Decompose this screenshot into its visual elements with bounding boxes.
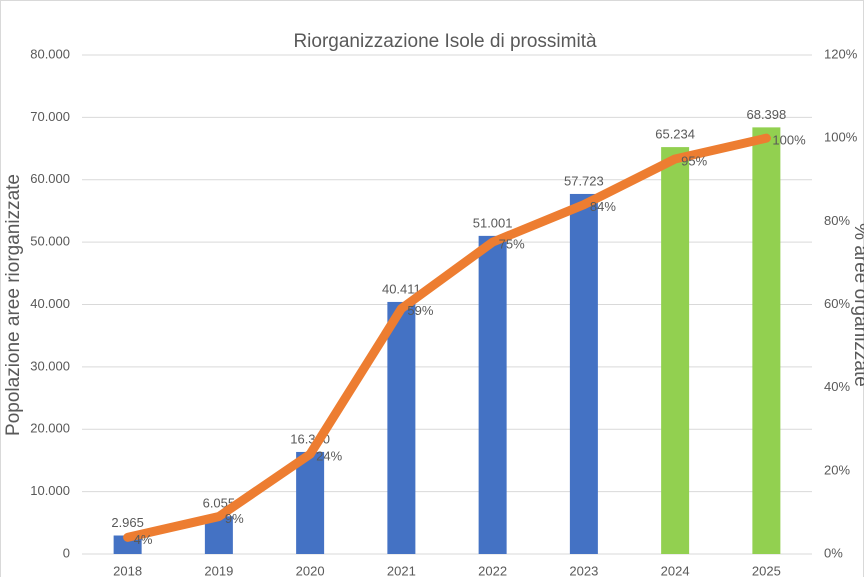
y-tick-label: 50.000 [30, 234, 70, 249]
x-tick-label: 2025 [752, 563, 781, 577]
x-tick-label: 2018 [113, 563, 142, 577]
y2-axis-title: % aree organizzate [850, 223, 864, 387]
y-tick-label: 80.000 [30, 46, 70, 61]
line [123, 133, 771, 542]
line-value-label: 95% [681, 153, 707, 168]
bar [478, 235, 507, 554]
x-tick-label: 2021 [387, 563, 416, 577]
line-value-label: 84% [590, 199, 616, 214]
x-tick-label: 2024 [661, 563, 690, 577]
bar [661, 147, 690, 555]
x-tick-label: 2022 [478, 563, 507, 577]
bar-value-label: 68.398 [746, 107, 786, 122]
y2-tick-label: 80% [824, 213, 850, 228]
bar [387, 301, 416, 554]
bar-value-label: 40.411 [382, 281, 421, 296]
bar-value-label: 57.723 [564, 173, 604, 188]
bar [752, 127, 781, 554]
y2-tick-label: 120% [824, 46, 858, 61]
y-tick-label: 60.000 [30, 171, 70, 186]
bar-value-label: 51.001 [473, 215, 513, 230]
y2-tick-label: 20% [824, 462, 850, 477]
bar-value-label: 65.234 [655, 127, 695, 142]
line-value-label: 24% [316, 449, 342, 464]
line-value-label: 4% [134, 532, 153, 547]
line-value-label: 59% [407, 303, 433, 318]
x-tick-label: 2023 [569, 563, 598, 577]
bar [569, 193, 598, 554]
bar-value-label: 2.965 [111, 515, 144, 530]
chart-title: Riorganizzazione Isole di prossimità [293, 31, 597, 52]
y2-tick-label: 0% [824, 545, 843, 560]
y-tick-label: 70.000 [30, 109, 70, 124]
y2-tick-label: 100% [824, 130, 858, 145]
y2-tick-label: 60% [824, 296, 850, 311]
y-axis-title: Popolazione aree riorganizzate [3, 174, 24, 436]
x-tick-label: 2020 [296, 563, 325, 577]
line-value-label: 75% [499, 237, 525, 252]
line-value-label: 100% [772, 133, 806, 148]
y-tick-label: 30.000 [30, 358, 70, 373]
line-value-label: 9% [225, 511, 244, 526]
bar [296, 451, 325, 554]
x-tick-label: 2019 [204, 563, 233, 577]
y-tick-label: 0 [63, 545, 70, 560]
y2-tick-label: 40% [824, 379, 850, 394]
y-tick-label: 10.000 [30, 483, 70, 498]
y-tick-label: 40.000 [30, 296, 70, 311]
y-tick-label: 20.000 [30, 421, 70, 436]
